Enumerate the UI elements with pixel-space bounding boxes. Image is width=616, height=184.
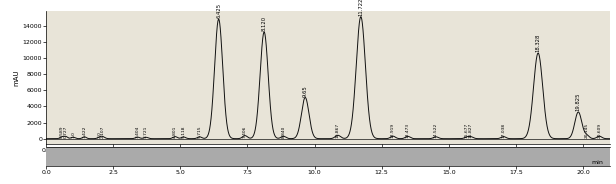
Text: 2.0: 2.0	[98, 131, 102, 138]
Text: 3.721: 3.721	[144, 126, 148, 138]
Text: 0.589: 0.589	[60, 125, 64, 138]
Text: 6.425: 6.425	[216, 3, 221, 18]
Text: 4.801: 4.801	[173, 126, 177, 138]
Text: 10.867: 10.867	[336, 123, 340, 138]
Text: 7.406: 7.406	[243, 126, 247, 138]
Text: 1.0: 1.0	[71, 131, 75, 138]
Text: 20.609: 20.609	[598, 123, 601, 138]
Text: 8.120: 8.120	[262, 16, 267, 31]
Text: 14.522: 14.522	[434, 123, 438, 138]
Text: 1.422: 1.422	[83, 126, 86, 138]
Y-axis label: mAU: mAU	[14, 69, 20, 86]
Text: 5.715: 5.715	[198, 125, 201, 138]
Text: 18.328: 18.328	[536, 34, 541, 52]
Text: 8.840: 8.840	[282, 126, 285, 138]
Text: 11.722: 11.722	[359, 0, 363, 16]
Text: 15.827: 15.827	[469, 123, 473, 138]
Text: 15.677: 15.677	[465, 123, 469, 138]
Text: min: min	[592, 160, 604, 165]
Text: 3.404: 3.404	[136, 126, 140, 138]
Text: 9.65: 9.65	[302, 85, 308, 97]
Text: 20.145: 20.145	[585, 123, 589, 138]
Text: 17.038: 17.038	[501, 123, 506, 138]
Text: 5.118: 5.118	[182, 125, 185, 138]
Text: 0.727: 0.727	[63, 126, 68, 138]
Text: 19.825: 19.825	[576, 93, 581, 111]
Text: 13.473: 13.473	[406, 123, 410, 138]
Text: 12.919: 12.919	[391, 123, 395, 138]
Text: 2.107: 2.107	[101, 126, 105, 138]
